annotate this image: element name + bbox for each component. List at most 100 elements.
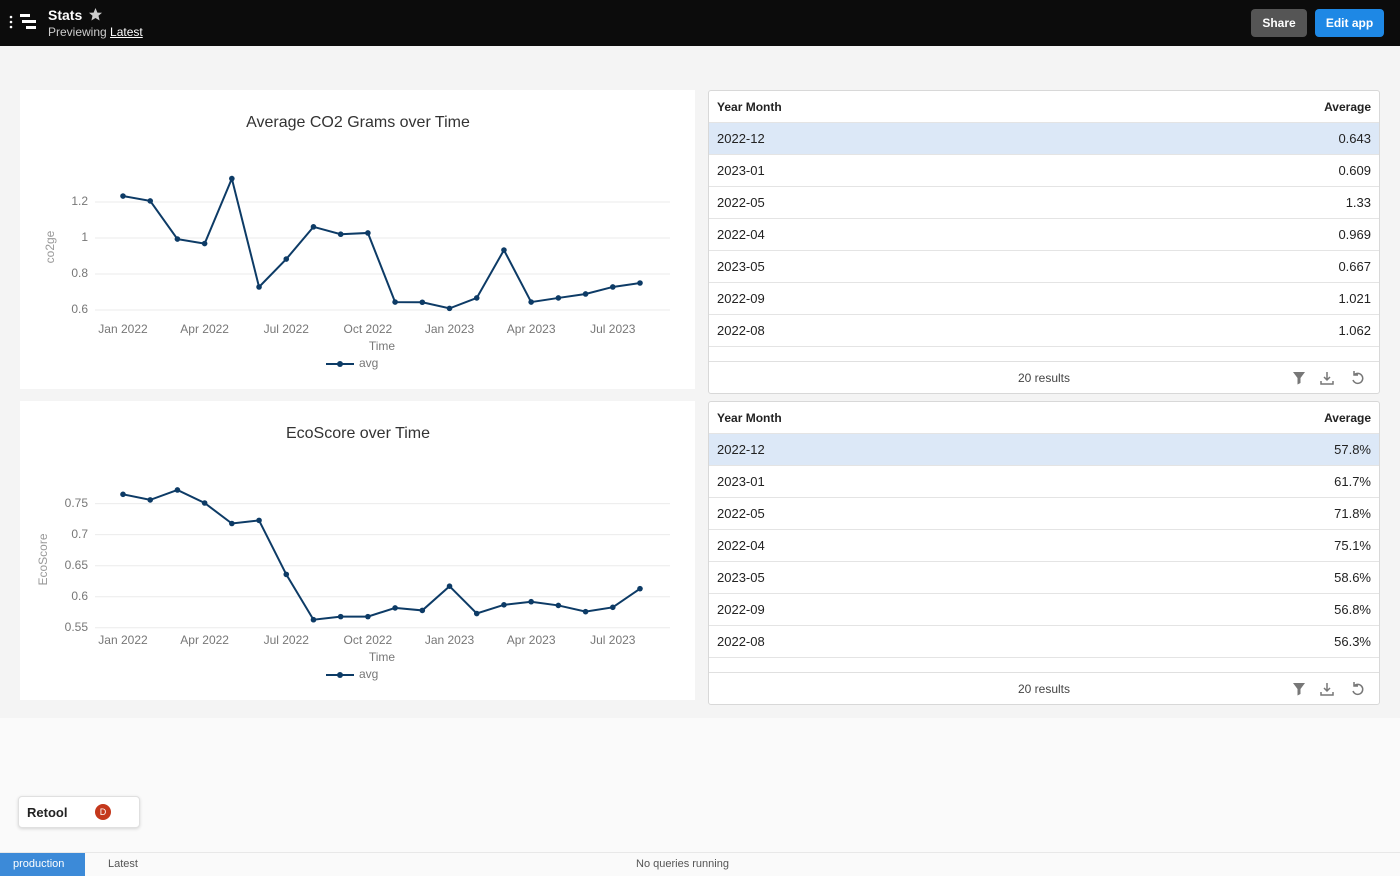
point (310, 616, 317, 623)
cell: 2022-09 (717, 291, 765, 306)
column-header[interactable]: Year Month (717, 410, 782, 425)
table-row[interactable]: 2022-08 1.062 (709, 315, 1379, 347)
legend-label: avg (359, 667, 378, 681)
version-link[interactable]: Latest (110, 25, 143, 39)
cell: 75.1% (1334, 538, 1371, 553)
y-tick-label: 0.65 (65, 558, 89, 572)
point (256, 517, 262, 524)
point (555, 295, 562, 301)
point (528, 598, 534, 605)
table-actions[interactable] (1291, 681, 1367, 697)
x-tick-label: Jul 2022 (264, 633, 310, 647)
table-row[interactable]: 2023-01 61.7% (709, 466, 1379, 498)
header-row: Year Month Average (709, 402, 1379, 434)
column-header[interactable]: Average (1324, 99, 1371, 114)
point (609, 284, 616, 290)
table-row[interactable]: 2022-12 57.8% (709, 434, 1379, 466)
point (637, 280, 643, 286)
table-row[interactable]: 2023-05 58.6% (709, 562, 1379, 594)
x-tick-label: Jan 2023 (425, 633, 475, 647)
x-tick-label: Jul 2023 (590, 322, 636, 336)
y-tick-label: 0.7 (71, 527, 88, 541)
point (365, 230, 371, 236)
cell: 1.062 (1338, 323, 1371, 338)
table-row[interactable]: 2022-09 56.8% (709, 594, 1379, 626)
cell: 2022-04 (717, 227, 765, 242)
y-axis-title: co2ge (43, 230, 57, 263)
table-row[interactable]: 2022-05 1.33 (709, 187, 1379, 219)
x-tick-label: Oct 2022 (344, 322, 393, 336)
cell: 2022-04 (717, 538, 765, 553)
cell: 2022-08 (717, 634, 765, 649)
point (582, 608, 589, 615)
line (122, 175, 641, 310)
chart-panel: EcoScore over Time 0.55 0.6 0.65 0.7 0.75 Jan … (20, 401, 695, 700)
cell: 57.8% (1334, 442, 1371, 457)
avatar: D (95, 804, 111, 820)
x-tick-label: Apr 2023 (507, 633, 556, 647)
app-title: Stats (48, 7, 83, 23)
point (120, 193, 126, 199)
point (419, 607, 426, 614)
point (174, 487, 181, 493)
point (229, 175, 235, 182)
table-row[interactable]: 2022-05 71.8% (709, 498, 1379, 530)
point (609, 604, 616, 611)
point (174, 236, 181, 242)
cell: 58.6% (1334, 570, 1371, 585)
y-tick-label: 0.6 (71, 589, 88, 603)
y-tick-label: 0.8 (71, 266, 88, 280)
legend-marker (337, 361, 343, 367)
cell: 0.643 (1338, 131, 1371, 146)
x-tick-label: Apr 2023 (507, 322, 556, 336)
version[interactable]: Latest (108, 858, 138, 870)
brand: Retool (27, 805, 68, 820)
point (582, 291, 589, 297)
cell: 1.33 (1345, 195, 1371, 210)
x-axis-title: Time (369, 650, 396, 664)
point (147, 198, 154, 204)
y-tick-label: 0.55 (65, 620, 89, 634)
column-header[interactable]: Average (1324, 410, 1371, 425)
point (528, 299, 534, 305)
cell: 2022-05 (717, 195, 765, 210)
table-row[interactable]: 2022-08 56.3% (709, 626, 1379, 658)
x-tick-label: Apr 2022 (180, 633, 229, 647)
cell: 2023-01 (717, 474, 765, 489)
point (473, 295, 480, 301)
column-header[interactable]: Year Month (717, 99, 782, 114)
table-row[interactable]: 2022-04 0.969 (709, 219, 1379, 251)
table-row[interactable]: 2023-01 0.609 (709, 155, 1379, 187)
table: Year Month Average 2022-12 0.643 2023-01 0.60… (708, 90, 1380, 394)
menu-icon[interactable] (8, 12, 40, 34)
edit-app-button[interactable]: Edit app (1315, 9, 1384, 37)
cell: 56.3% (1334, 634, 1371, 649)
point (120, 491, 126, 498)
point (201, 240, 208, 247)
retool-badge[interactable]: Retool D (18, 796, 140, 828)
table-row[interactable]: 2022-09 1.021 (709, 283, 1379, 315)
header: Stats Previewing Latest Share Edit app (0, 0, 1400, 46)
result-count: 20 results (1017, 370, 1071, 385)
point (446, 305, 453, 312)
star-icon[interactable] (88, 7, 103, 22)
point (501, 602, 507, 608)
table-row[interactable]: 2023-05 0.667 (709, 251, 1379, 283)
table-body: 2022-12 57.8% 2023-01 61.7% 2022-05 71.8% 2022… (709, 434, 1379, 672)
status-bar: production Latest No queries running (0, 852, 1400, 876)
point (501, 247, 507, 253)
environment[interactable]: production (0, 853, 85, 876)
table-actions[interactable] (1291, 370, 1367, 386)
share-button[interactable]: Share (1251, 9, 1307, 37)
cell: 61.7% (1334, 474, 1371, 489)
table-row[interactable]: 2022-12 0.643 (709, 123, 1379, 155)
point (201, 500, 208, 506)
y-tick-label: 0.75 (65, 496, 89, 510)
table-row[interactable]: 2022-04 75.1% (709, 530, 1379, 562)
point (365, 613, 371, 620)
point (392, 605, 398, 611)
x-tick-label: Jan 2023 (425, 322, 475, 336)
x-tick-label: Oct 2022 (344, 633, 393, 647)
point (229, 520, 235, 527)
